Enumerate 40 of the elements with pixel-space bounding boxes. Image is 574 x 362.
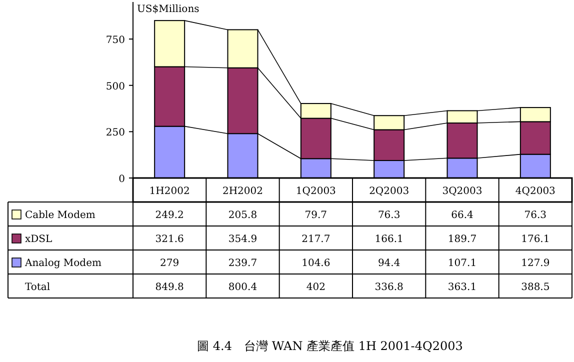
data-label: 107.1 xyxy=(448,258,477,269)
text: 388.5 xyxy=(521,282,550,293)
legend-label: Analog Modem xyxy=(24,258,102,269)
legend-label: Cable Modem xyxy=(25,210,96,221)
text: 336.8 xyxy=(374,282,404,293)
text: 849.8 xyxy=(155,282,184,293)
legend-label: xDSL xyxy=(25,234,53,245)
data-label: 321.6 xyxy=(155,234,184,245)
x-tick-label: 2Q2003 xyxy=(369,186,410,197)
x-tick-label: 1H2002 xyxy=(149,186,190,197)
data-label: 217.7 xyxy=(302,234,330,245)
x-tick-label: 2H2002 xyxy=(222,186,264,197)
data-label: 354.9 xyxy=(228,234,258,245)
y-tick-label: 500 xyxy=(106,81,125,92)
caption: 圖 4.4 台灣 WAN 產業產值 1H 2001-4Q2003 xyxy=(197,339,463,353)
data-label: 205.8 xyxy=(228,210,258,221)
data-label: 249.2 xyxy=(155,210,184,221)
text: 402 xyxy=(306,282,326,293)
data-label: 66.4 xyxy=(451,210,474,221)
data-label: 176.1 xyxy=(521,234,550,245)
data-label: 79.7 xyxy=(304,210,328,221)
data-label: 189.7 xyxy=(448,234,477,245)
data-label: 127.9 xyxy=(521,258,550,269)
y-tick-label: 750 xyxy=(106,35,125,46)
x-tick-label: 4Q2003 xyxy=(515,186,556,197)
x-tick-label: 1Q2003 xyxy=(296,186,336,197)
text: 800.4 xyxy=(228,282,258,293)
data-label: 76.3 xyxy=(524,210,547,221)
y-tick-label: 250 xyxy=(106,128,125,139)
text: 363.1 xyxy=(448,282,477,293)
data-label: 104.6 xyxy=(302,258,330,269)
data-label: 76.3 xyxy=(378,210,400,221)
y-axis-title: US$Millions xyxy=(137,4,200,15)
data-label: 94.4 xyxy=(378,258,400,269)
data-label: 279 xyxy=(160,258,180,269)
text: Total xyxy=(25,282,50,293)
x-tick-label: 3Q2003 xyxy=(442,186,482,197)
y-tick-label: 0 xyxy=(118,174,125,185)
data-label: 239.7 xyxy=(228,258,258,269)
data-label: 166.1 xyxy=(374,234,404,245)
